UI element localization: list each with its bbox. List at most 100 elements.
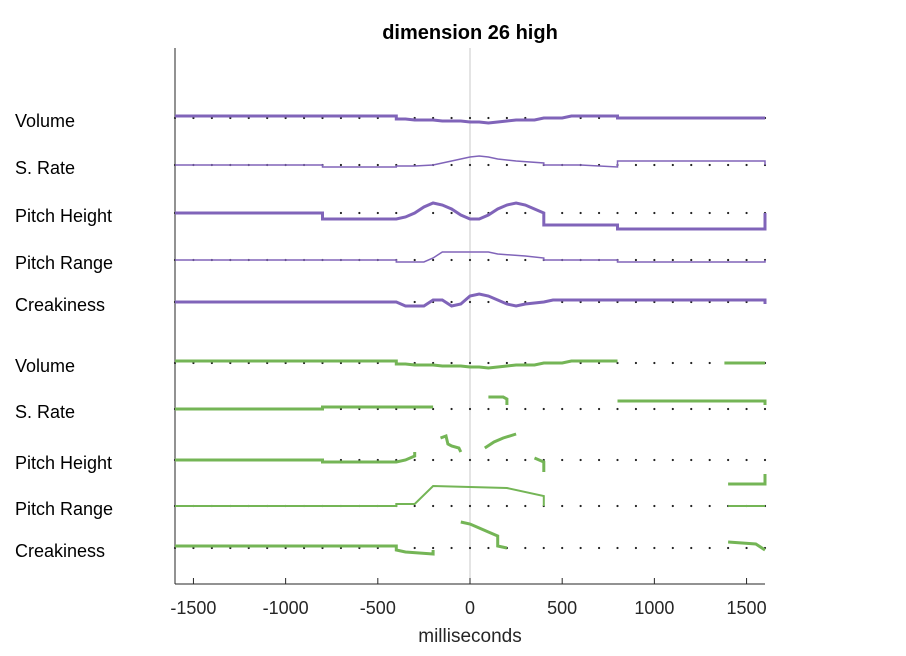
reference-dot <box>653 458 656 462</box>
series-line-volume <box>175 359 618 370</box>
row-label-creakiness: Creakiness <box>15 295 105 315</box>
x-tick-label: -500 <box>360 598 396 618</box>
reference-dot <box>597 458 601 462</box>
reference-dot <box>339 163 343 167</box>
series-line-volume <box>175 114 765 125</box>
reference-dot <box>432 211 435 215</box>
reference-dot <box>745 407 748 411</box>
reference-dot <box>413 300 416 304</box>
reference-dot <box>745 546 748 550</box>
reference-dot <box>616 504 619 508</box>
reference-dot <box>763 407 767 411</box>
reference-dot <box>376 163 379 167</box>
reference-dot <box>487 504 490 508</box>
reference-dot <box>505 361 508 365</box>
reference-dot <box>413 546 416 550</box>
reference-dot <box>690 504 693 508</box>
reference-dot <box>708 407 711 411</box>
reference-dot <box>634 163 638 167</box>
reference-dot <box>579 407 582 411</box>
reference-dot <box>413 258 416 262</box>
reference-dot <box>524 163 527 167</box>
series-line-pitch-height <box>175 201 767 231</box>
reference-dot <box>727 458 730 462</box>
reference-dot <box>561 504 564 508</box>
row-label-pitch-range: Pitch Range <box>15 253 113 273</box>
row-label-s-rate: S. Rate <box>15 402 75 422</box>
reference-dot <box>524 258 527 262</box>
reference-dot <box>524 407 527 411</box>
series-line-s-rate <box>175 155 766 168</box>
reference-dot <box>597 546 601 550</box>
reference-dot <box>745 211 748 215</box>
reference-dot <box>616 211 619 215</box>
reference-dot <box>690 361 693 365</box>
reference-dot <box>487 258 490 262</box>
reference-dot <box>690 407 693 411</box>
reference-dot <box>487 300 490 304</box>
reference-dot <box>671 504 674 508</box>
series-line-pitch-height <box>483 432 517 450</box>
reference-dot <box>708 211 711 215</box>
reference-dot <box>376 211 379 215</box>
reference-dot <box>708 504 711 508</box>
reference-dot <box>468 163 472 167</box>
x-tick-label: 0 <box>465 598 475 618</box>
reference-dot <box>579 211 582 215</box>
reference-dot <box>487 163 490 167</box>
reference-dot <box>634 258 638 262</box>
reference-dot <box>597 211 601 215</box>
reference-dot <box>708 458 711 462</box>
reference-dot <box>487 458 490 462</box>
reference-dot <box>708 361 711 365</box>
reference-dot <box>616 407 619 411</box>
reference-dot <box>450 458 453 462</box>
reference-dot <box>727 407 730 411</box>
x-tick-label: -1500 <box>170 598 216 618</box>
reference-dot <box>450 300 453 304</box>
reference-dot <box>432 504 435 508</box>
reference-dot <box>708 163 711 167</box>
reference-dot <box>505 163 508 167</box>
reference-dot <box>358 211 361 215</box>
reference-dot <box>468 300 472 304</box>
reference-dot <box>487 546 490 550</box>
reference-dot <box>597 504 601 508</box>
reference-dot <box>487 361 490 365</box>
reference-dot <box>671 163 674 167</box>
series-line-pitch-height <box>728 474 767 486</box>
reference-dot <box>432 258 435 262</box>
reference-dot <box>597 407 601 411</box>
reference-dot <box>450 116 453 120</box>
series-line-creakiness <box>727 540 766 552</box>
series-line-pitch-height <box>533 456 546 472</box>
series-line-pitch-height <box>175 452 417 464</box>
chart-title: dimension 26 high <box>382 22 558 44</box>
reference-dot <box>468 407 472 411</box>
reference-dot <box>745 163 748 167</box>
reference-dot <box>468 361 472 365</box>
reference-dot <box>634 407 638 411</box>
reference-dot <box>671 258 674 262</box>
reference-dot <box>653 546 656 550</box>
reference-dot <box>505 458 508 462</box>
reference-dot <box>634 458 638 462</box>
row-labels-layer: Volume S. Rate Pitch Height Pitch Range Crea… <box>15 111 113 561</box>
reference-dot <box>561 407 564 411</box>
reference-dot <box>653 258 656 262</box>
series-line-creakiness <box>460 520 508 550</box>
reference-dot <box>413 458 416 462</box>
reference-dot <box>634 504 638 508</box>
x-axis-ticks-layer: -1500 -1000 -500 0 500 1000 1500 <box>170 578 767 618</box>
row-label-creakiness: Creakiness <box>15 541 105 561</box>
series-lines-layer <box>175 114 767 556</box>
reference-dot <box>579 546 582 550</box>
x-tick-label: 1000 <box>634 598 674 618</box>
row-label-s-rate: S. Rate <box>15 158 75 178</box>
reference-dot <box>561 458 564 462</box>
reference-dot <box>450 258 453 262</box>
reference-dot <box>450 211 453 215</box>
reference-dot <box>634 546 638 550</box>
